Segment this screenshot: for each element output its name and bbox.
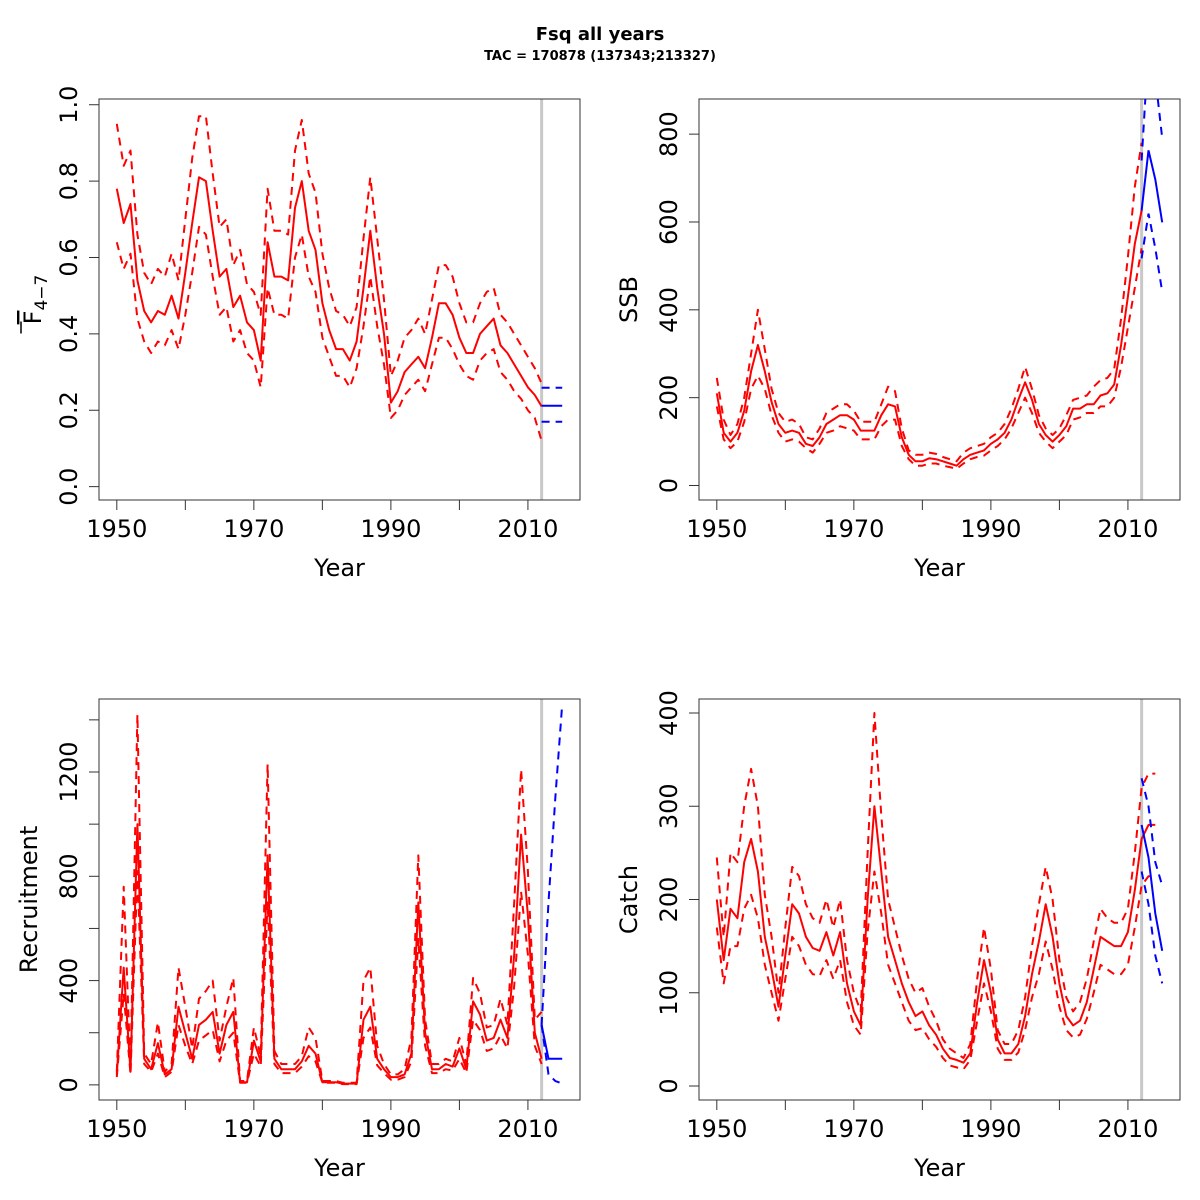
y-tick-label: 0.0 xyxy=(55,468,83,506)
panel-ssb: 1950 1970 1990 2010 Year 0 200 400 600 800 SSB xyxy=(615,98,1181,582)
y-tick-label: 200 xyxy=(655,375,683,421)
y-tick-label: 400 xyxy=(55,958,83,1004)
y-tick-label: 300 xyxy=(655,783,683,829)
x-axis-label: Year xyxy=(313,1154,365,1182)
y-tick-label: 200 xyxy=(655,877,683,923)
series-upper-ci-line xyxy=(115,115,543,384)
y-tick-label: 1200 xyxy=(55,741,83,802)
y-axis-label: Catch xyxy=(615,865,643,934)
y-tick-label: 0 xyxy=(55,1077,83,1092)
plot-frame xyxy=(98,698,581,1101)
x-axis-label: Year xyxy=(913,554,965,582)
projection-mean-line xyxy=(1140,150,1164,223)
plot-area xyxy=(715,712,1164,1071)
x-axis-label: Year xyxy=(313,554,365,582)
x-tick-label: 1970 xyxy=(823,515,884,543)
x-tick-label: 1990 xyxy=(360,515,421,543)
panel-catch: 1950 1970 1990 2010 Year 0 100 200 300 400 Catch xyxy=(615,690,1181,1182)
projection-upper-line xyxy=(540,704,564,1025)
x-tick-label: 2010 xyxy=(497,515,558,543)
series-lower-ci-line xyxy=(715,248,1143,470)
projection-lower-line xyxy=(1140,213,1164,292)
x-tick-label: 1950 xyxy=(86,515,147,543)
series-upper-ci-line xyxy=(715,142,1143,463)
y-tick-label: 0.8 xyxy=(55,162,83,200)
x-tick-label: 2010 xyxy=(497,1115,558,1143)
x-tick-label: 1970 xyxy=(223,1115,284,1143)
x-tick-label: 1950 xyxy=(686,1115,747,1143)
plot-area xyxy=(715,99,1164,470)
x-tick-label: 1990 xyxy=(960,515,1021,543)
y-tick-label: 800 xyxy=(55,853,83,899)
y-tick-label: 400 xyxy=(655,690,683,736)
series-estimate-line xyxy=(115,823,543,1085)
projection-mean-line xyxy=(540,1024,563,1060)
x-tick-label: 1950 xyxy=(86,1115,147,1143)
y-tick-label: 100 xyxy=(655,970,683,1016)
x-tick-label: 1990 xyxy=(360,1115,421,1143)
projection-lower-line xyxy=(540,1024,563,1085)
panel-fbar: 1950 1970 1990 2010 Year 0.0 0.2 0.4 0.6 0.8 1.0 F4… xyxy=(19,86,581,582)
y-tick-label: 0 xyxy=(655,1078,683,1093)
y-tick-label: 0 xyxy=(655,478,683,493)
x-tick-label: 2010 xyxy=(1097,515,1158,543)
y-axis-label: F4−7 xyxy=(19,275,52,325)
y-axis-label: Recruitment xyxy=(15,826,43,973)
projection-upper-line xyxy=(1140,99,1164,161)
x-tick-label: 2010 xyxy=(1097,1115,1158,1143)
y-tick-label: 1.0 xyxy=(55,86,83,124)
series-estimate-line xyxy=(715,805,1156,1064)
projection-mean-line xyxy=(1140,824,1164,951)
y-axis-label: SSB xyxy=(615,276,643,323)
series-lower-ci-line xyxy=(115,870,543,1086)
y-tick-label: 0.4 xyxy=(55,315,83,353)
series-estimate-line xyxy=(715,210,1143,467)
series-lower-ci-line xyxy=(115,225,543,442)
plot-frame xyxy=(698,98,1181,501)
projection-lower-line xyxy=(1140,871,1164,984)
y-axis-label-sub: 4−7 xyxy=(32,275,52,311)
figure-title: Fsq all years xyxy=(536,24,665,45)
series-upper-ci-line xyxy=(115,713,543,1084)
x-tick-label: 1970 xyxy=(223,515,284,543)
plot-frame xyxy=(98,98,581,501)
series-estimate-line xyxy=(115,176,543,407)
plot-area xyxy=(115,115,563,442)
y-tick-label: 400 xyxy=(655,287,683,333)
y-tick-label: 800 xyxy=(655,111,683,157)
panel-recruitment: 1950 1970 1990 2010 Year 0 400 800 1200 Recruitme… xyxy=(15,698,581,1182)
figure-subtitle: TAC = 170878 (137343;213327) xyxy=(484,49,716,64)
y-tick-label: 600 xyxy=(655,199,683,245)
x-tick-label: 1950 xyxy=(686,515,747,543)
plot-area xyxy=(115,704,564,1086)
y-tick-label: 0.2 xyxy=(55,391,83,429)
x-tick-label: 1990 xyxy=(960,1115,1021,1143)
projection-upper-line xyxy=(1140,778,1164,886)
y-tick-label: 0.6 xyxy=(55,238,83,276)
series-lower-ci-line xyxy=(715,870,1156,1071)
y-axis-label-main: F xyxy=(19,311,47,325)
x-tick-label: 1970 xyxy=(823,1115,884,1143)
x-axis-label: Year xyxy=(913,1154,965,1182)
